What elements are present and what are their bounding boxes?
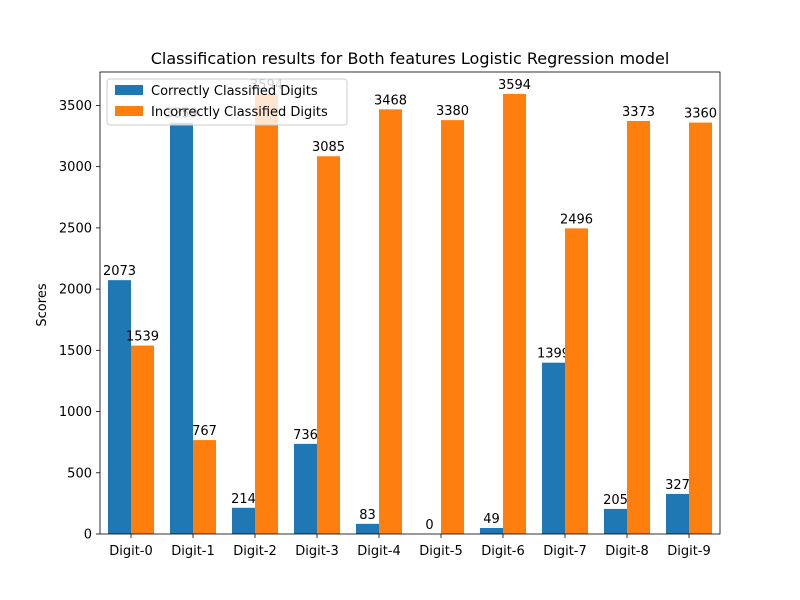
chart-title: Classification results for Both features… bbox=[151, 49, 670, 68]
y-tick-label: 2500 bbox=[59, 221, 92, 236]
data-label-incorrect-digit-8: 3373 bbox=[622, 105, 655, 120]
data-label-correct-digit-5: 0 bbox=[425, 518, 433, 533]
y-tick-label: 1500 bbox=[59, 344, 92, 359]
axes-frame bbox=[99, 71, 721, 535]
bar-incorrect-digit-0 bbox=[131, 345, 154, 534]
bar-correct-digit-2 bbox=[232, 507, 255, 534]
bar-correct-digit-1 bbox=[170, 122, 193, 534]
y-tick-label: 3000 bbox=[59, 160, 92, 175]
bar-incorrect-digit-7 bbox=[565, 228, 588, 534]
data-label-incorrect-digit-9: 3360 bbox=[684, 107, 717, 122]
y-axis-label: Scores bbox=[35, 283, 50, 326]
legend-label-correct: Correctly Classified Digits bbox=[151, 84, 318, 99]
bar-correct-digit-6 bbox=[480, 528, 503, 534]
y-tick-label: 0 bbox=[84, 528, 92, 543]
bar-incorrect-digit-9 bbox=[689, 122, 712, 535]
x-tick-label: Digit-8 bbox=[605, 544, 649, 559]
legend-label-incorrect: Incorrectly Classified Digits bbox=[151, 105, 328, 120]
data-label-correct-digit-0: 2073 bbox=[103, 264, 136, 279]
data-label-correct-digit-9: 327 bbox=[665, 478, 690, 493]
x-tick-label: Digit-4 bbox=[357, 544, 401, 559]
data-label-incorrect-digit-3: 3085 bbox=[312, 140, 345, 155]
plot-area: 20731539Digit-03359767Digit-12143594Digi… bbox=[59, 71, 721, 559]
bar-correct-digit-9 bbox=[666, 493, 689, 534]
bar-correct-digit-7 bbox=[542, 362, 565, 534]
data-label-correct-digit-3: 736 bbox=[293, 428, 318, 443]
data-label-incorrect-digit-5: 3380 bbox=[436, 104, 469, 119]
x-tick-label: Digit-6 bbox=[481, 544, 525, 559]
bar-incorrect-digit-8 bbox=[627, 120, 650, 535]
bar-incorrect-digit-5 bbox=[441, 120, 464, 535]
bar-correct-digit-4 bbox=[356, 523, 379, 534]
x-tick-label: Digit-2 bbox=[233, 544, 277, 559]
y-tick-label: 3500 bbox=[59, 99, 92, 114]
legend-swatch-incorrect bbox=[115, 106, 143, 116]
data-label-correct-digit-4: 83 bbox=[359, 508, 376, 523]
y-tick-label: 500 bbox=[67, 466, 92, 481]
bar-incorrect-digit-2 bbox=[255, 93, 278, 534]
x-tick-label: Digit-0 bbox=[109, 544, 153, 559]
y-tick-label: 2000 bbox=[59, 283, 92, 298]
bar-incorrect-digit-4 bbox=[379, 109, 402, 535]
data-label-correct-digit-7: 1399 bbox=[537, 347, 570, 362]
x-tick-label: Digit-3 bbox=[295, 544, 339, 559]
legend-swatch-correct bbox=[115, 85, 143, 95]
bar-incorrect-digit-3 bbox=[317, 156, 340, 534]
data-label-correct-digit-8: 205 bbox=[603, 493, 628, 508]
data-label-incorrect-digit-7: 2496 bbox=[560, 212, 593, 227]
x-tick-label: Digit-9 bbox=[667, 544, 711, 559]
x-tick-label: Digit-7 bbox=[543, 544, 587, 559]
data-label-incorrect-digit-6: 3594 bbox=[498, 78, 531, 93]
legend-box bbox=[106, 78, 348, 126]
bar-incorrect-digit-1 bbox=[193, 440, 216, 534]
data-label-correct-digit-6: 49 bbox=[483, 512, 500, 527]
x-tick-label: Digit-5 bbox=[419, 544, 463, 559]
data-label-incorrect-digit-1: 767 bbox=[192, 424, 217, 439]
bar-correct-digit-3 bbox=[294, 443, 317, 534]
data-label-incorrect-digit-0: 1539 bbox=[126, 330, 159, 345]
bar-incorrect-digit-6 bbox=[503, 93, 526, 534]
legend: Correctly Classified Digits Incorrectly C… bbox=[106, 78, 348, 126]
bar-correct-digit-8 bbox=[604, 508, 627, 534]
data-label-correct-digit-2: 214 bbox=[231, 492, 256, 507]
data-label-incorrect-digit-4: 3468 bbox=[374, 93, 407, 108]
y-tick-label: 1000 bbox=[59, 405, 92, 420]
x-tick-label: Digit-1 bbox=[171, 544, 215, 559]
bar-correct-digit-0 bbox=[108, 280, 131, 534]
